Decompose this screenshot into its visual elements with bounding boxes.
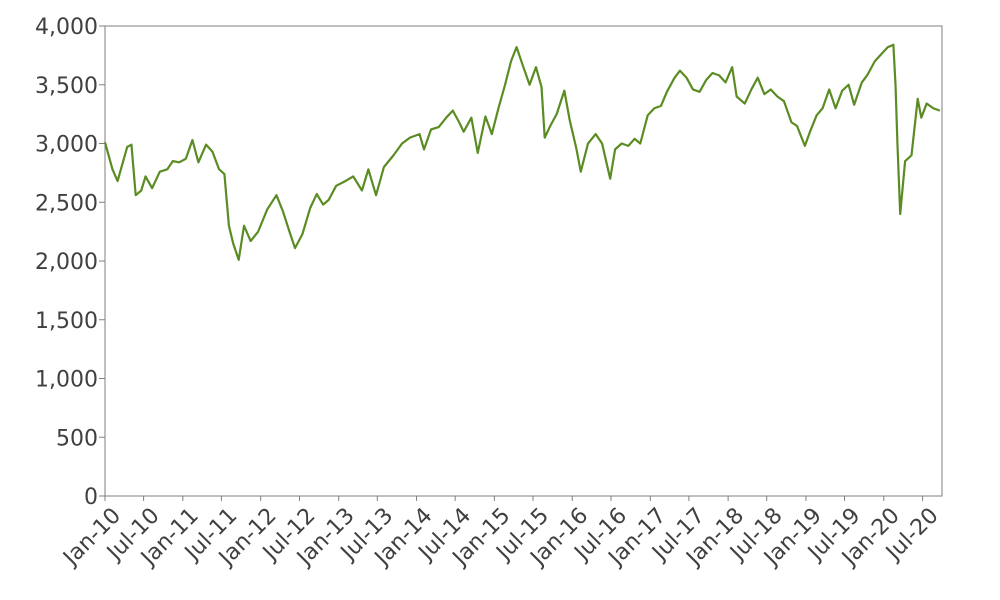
y-tick-label: 1,000 bbox=[35, 368, 98, 393]
y-tick-label: 0 bbox=[84, 485, 98, 510]
y-tick-label: 2,500 bbox=[35, 191, 98, 216]
y-tick-label: 500 bbox=[56, 426, 98, 451]
y-tick-label: 3,500 bbox=[35, 74, 98, 99]
y-tick-label: 4,000 bbox=[35, 15, 98, 40]
series-line bbox=[103, 43, 941, 261]
y-axis-ticks: 0 500 1,000 1,500 2,000 2,500 3,000 3,500 4,000 bbox=[35, 15, 105, 510]
plot-frame bbox=[104, 25, 943, 497]
series-layer bbox=[103, 43, 941, 261]
y-tick-label: 3,000 bbox=[35, 133, 98, 158]
y-tick-label: 2,000 bbox=[35, 250, 98, 275]
y-tick-label: 1,500 bbox=[35, 309, 98, 334]
x-axis-ticks: Jan-10Jul-10Jan-11Jul-11Jan-12Jul-12Jan-… bbox=[58, 496, 944, 572]
